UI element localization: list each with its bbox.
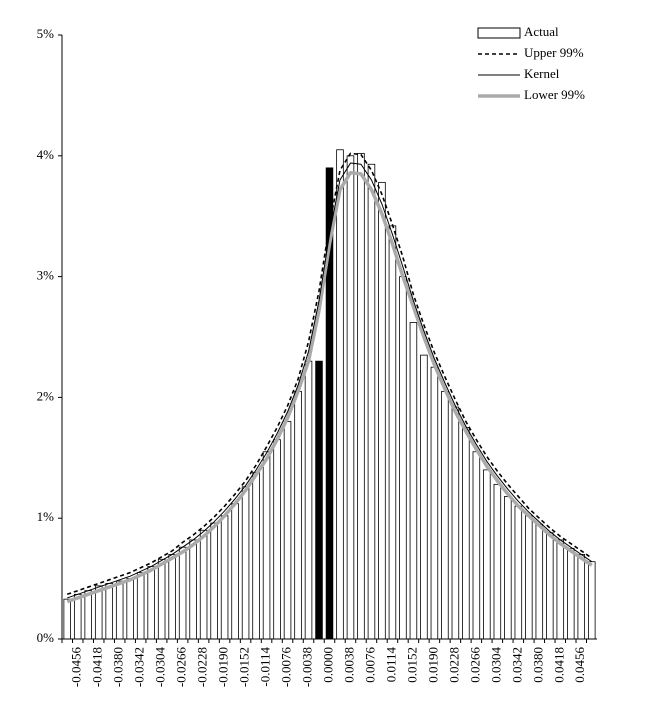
x-tick-label: -0.0114 [258,647,273,687]
bar [378,181,386,640]
x-tick-label: -0.0342 [132,647,147,687]
legend-label: Actual [524,24,559,39]
legend-label: Kernel [524,66,560,81]
bar [189,539,197,640]
bar [63,598,72,640]
bar [231,503,239,640]
bar [115,580,124,640]
bar [336,149,344,640]
x-tick-label: 0.0076 [362,647,377,683]
bar [346,155,355,640]
bar [220,515,229,640]
x-tick-label: -0.0038 [300,647,315,687]
y-tick-label: 0% [37,630,55,645]
bar [199,529,208,640]
line-series [66,170,593,604]
line-series [66,152,593,596]
bar [357,152,365,640]
bar [472,451,481,640]
x-tick-label: -0.0076 [279,647,294,688]
y-tick-label: 3% [37,268,55,283]
bar [304,360,313,640]
bar [367,163,376,640]
bar [136,572,145,640]
y-tick-label: 5% [37,26,55,41]
bar [126,578,134,640]
line-series [67,162,593,599]
x-tick-label: 0.0418 [551,647,566,683]
y-tick-label: 2% [37,388,55,403]
bar [273,439,281,640]
x-tick-label: 0.0456 [572,647,587,683]
x-tick-label: 0.0190 [425,647,440,683]
x-tick-label: 0.0152 [404,647,419,683]
x-tick-label: 0.0380 [530,647,545,683]
x-tick-label: 0.0304 [488,647,503,683]
bar [262,451,271,640]
bar [388,225,397,640]
bar [168,554,176,640]
x-tick-label: -0.0304 [153,647,168,688]
x-tick-label: -0.0190 [216,647,231,687]
bar [252,471,260,640]
x-tick-label: -0.0418 [90,647,105,687]
bar [94,585,103,640]
bar [105,583,113,640]
bar [157,558,166,640]
x-tick-label: -0.0266 [174,647,189,688]
bar [577,554,586,640]
x-tick-label: -0.0456 [69,647,84,688]
bar [587,561,596,640]
x-tick-label: -0.0380 [111,647,126,687]
bar [409,322,418,640]
bar [294,390,302,640]
x-tick-label: 0.0000 [320,647,335,683]
bar [315,360,323,640]
bar [283,421,292,640]
bar [178,546,187,640]
x-tick-label: 0.0342 [509,647,524,683]
bar [525,515,533,640]
legend-swatch [477,27,521,39]
bar [430,366,439,640]
x-tick-label: 0.0266 [467,647,482,683]
bar [84,590,92,640]
bar [493,483,502,640]
x-tick-label: -0.0152 [237,647,252,687]
bar [420,354,428,640]
y-tick-label: 1% [37,509,55,524]
bar [535,523,544,640]
bar [462,427,470,640]
x-tick-label: 0.0038 [341,647,356,683]
legend-label: Upper 99% [524,45,584,60]
legend-label: Lower 99% [524,87,585,102]
bar [546,532,554,640]
bar [210,522,218,640]
bar [399,276,407,640]
bar [514,505,523,640]
bar [147,566,155,640]
bar [483,469,491,640]
x-tick-label: 0.0228 [446,647,461,683]
bar [441,390,449,640]
bar [504,496,512,640]
bar [567,548,575,640]
y-tick-label: 4% [37,147,55,162]
x-tick-label: 0.0114 [383,647,398,683]
bar [556,539,565,640]
x-tick-label: -0.0228 [195,647,210,687]
bar [241,486,250,640]
bar [451,406,460,640]
bar [73,593,82,640]
